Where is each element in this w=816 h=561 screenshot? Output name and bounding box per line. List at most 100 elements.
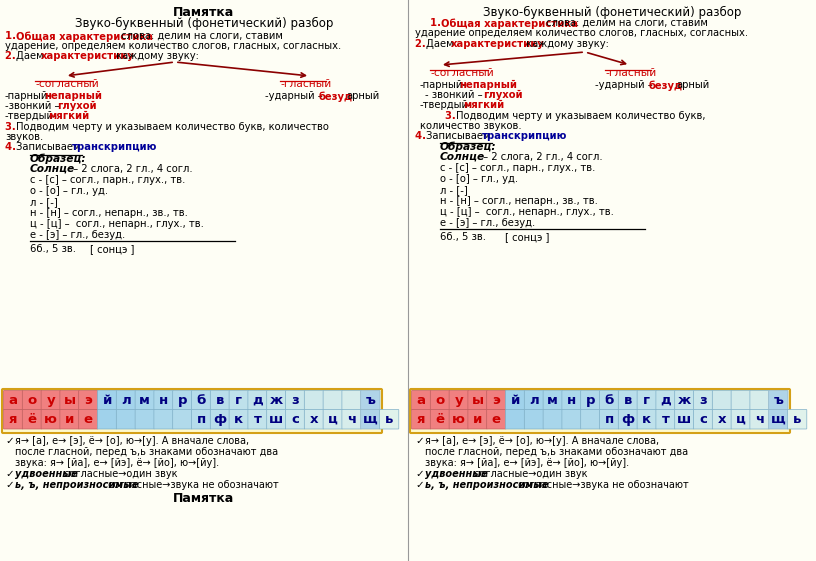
Text: в: в bbox=[215, 394, 224, 407]
FancyBboxPatch shape bbox=[449, 390, 468, 410]
FancyBboxPatch shape bbox=[600, 410, 619, 429]
FancyBboxPatch shape bbox=[286, 410, 305, 429]
Text: -ударный –: -ударный – bbox=[265, 91, 326, 101]
Text: – 2 слога, 2 гл., 4 согл.: – 2 слога, 2 гл., 4 согл. bbox=[480, 152, 603, 162]
Text: Даем: Даем bbox=[16, 51, 47, 61]
FancyBboxPatch shape bbox=[750, 390, 769, 410]
Text: ч: ч bbox=[347, 413, 356, 426]
Text: Звуко-буквенный (фонетический) разбор: Звуко-буквенный (фонетический) разбор bbox=[75, 17, 333, 30]
FancyBboxPatch shape bbox=[581, 410, 600, 429]
Text: м: м bbox=[140, 394, 150, 407]
Text: 3.: 3. bbox=[445, 111, 459, 121]
Text: Образец:: Образец: bbox=[30, 153, 86, 163]
Text: [ сонцэ ]: [ сонцэ ] bbox=[90, 244, 135, 254]
FancyBboxPatch shape bbox=[3, 390, 23, 410]
Text: ь, ъ, непроизносимые: ь, ъ, непроизносимые bbox=[425, 480, 548, 490]
Text: я→ [а], е→ [э], ё→ [о], ю→[у]. А вначале слова,: я→ [а], е→ [э], ё→ [о], ю→[у]. А вначале… bbox=[15, 436, 249, 446]
Text: б: б bbox=[605, 394, 614, 407]
FancyBboxPatch shape bbox=[505, 410, 525, 429]
Text: Даем: Даем bbox=[426, 39, 457, 49]
Text: каждому звуку:: каждому звуку: bbox=[523, 39, 609, 49]
Text: -звонкий –: -звонкий – bbox=[5, 101, 63, 111]
Text: у: у bbox=[47, 394, 55, 407]
Text: т: т bbox=[662, 413, 669, 426]
Text: -согласный: -согласный bbox=[35, 79, 99, 89]
FancyBboxPatch shape bbox=[410, 389, 790, 433]
FancyBboxPatch shape bbox=[173, 390, 192, 410]
FancyBboxPatch shape bbox=[562, 390, 581, 410]
Text: Звуко-буквенный (фонетический) разбор: Звуко-буквенный (фонетический) разбор bbox=[483, 6, 741, 19]
Text: удвоенные: удвоенные bbox=[425, 469, 488, 479]
Text: ф: ф bbox=[214, 413, 227, 426]
FancyBboxPatch shape bbox=[449, 410, 468, 429]
Text: ъ: ъ bbox=[774, 394, 783, 407]
Text: Образец:: Образец: bbox=[440, 141, 497, 151]
Text: н - [н] – согл., непарн., зв., тв.: н - [н] – согл., непарн., зв., тв. bbox=[440, 196, 598, 206]
Text: я: я bbox=[9, 413, 17, 426]
FancyBboxPatch shape bbox=[22, 410, 42, 429]
Text: х: х bbox=[718, 413, 726, 426]
Text: с: с bbox=[291, 413, 299, 426]
Text: -ударный –: -ударный – bbox=[595, 80, 656, 90]
Text: удвоенные: удвоенные bbox=[15, 469, 78, 479]
FancyBboxPatch shape bbox=[430, 390, 450, 410]
Text: з: з bbox=[699, 394, 707, 407]
Text: я→ [а], е→ [э], ё→ [о], ю→[у]. А вначале слова,: я→ [а], е→ [э], ё→ [о], ю→[у]. А вначале… bbox=[425, 436, 659, 446]
Text: о - [о] – гл., уд.: о - [о] – гл., уд. bbox=[30, 186, 109, 196]
Text: е: е bbox=[492, 413, 501, 426]
Text: л: л bbox=[529, 394, 539, 407]
FancyBboxPatch shape bbox=[286, 390, 305, 410]
Text: я: я bbox=[417, 413, 425, 426]
Text: ✓: ✓ bbox=[415, 436, 424, 446]
FancyBboxPatch shape bbox=[769, 410, 788, 429]
Text: д: д bbox=[660, 394, 671, 407]
FancyBboxPatch shape bbox=[229, 410, 248, 429]
Text: – 2 слога, 2 гл., 4 согл.: – 2 слога, 2 гл., 4 согл. bbox=[70, 164, 193, 174]
FancyBboxPatch shape bbox=[637, 410, 656, 429]
Text: в: в bbox=[623, 394, 632, 407]
Text: ш: ш bbox=[677, 413, 691, 426]
Text: .: . bbox=[137, 142, 140, 152]
Text: звука: я→ [йа], е→ [йэ], ё→ [йо], ю→[йу].: звука: я→ [йа], е→ [йэ], ё→ [йо], ю→[йу]… bbox=[15, 458, 220, 468]
Text: щ: щ bbox=[363, 413, 378, 426]
FancyBboxPatch shape bbox=[304, 390, 324, 410]
FancyBboxPatch shape bbox=[60, 410, 79, 429]
Text: ж: ж bbox=[678, 394, 691, 407]
FancyBboxPatch shape bbox=[248, 390, 267, 410]
FancyBboxPatch shape bbox=[211, 410, 229, 429]
Text: ✓: ✓ bbox=[5, 480, 14, 490]
Text: ш: ш bbox=[269, 413, 283, 426]
Text: - звонкий –: - звонкий – bbox=[425, 90, 486, 100]
Text: ц - [ц] –  согл., непарн., глух., тв.: ц - [ц] – согл., непарн., глух., тв. bbox=[440, 207, 614, 217]
Text: -парный-: -парный- bbox=[420, 80, 467, 90]
FancyBboxPatch shape bbox=[468, 390, 487, 410]
Text: согласные→один звук: согласные→один звук bbox=[61, 469, 178, 479]
Text: й: й bbox=[103, 394, 112, 407]
FancyBboxPatch shape bbox=[60, 390, 79, 410]
Text: к: к bbox=[234, 413, 243, 426]
Text: ы: ы bbox=[472, 394, 484, 407]
FancyBboxPatch shape bbox=[248, 410, 267, 429]
Text: ✓: ✓ bbox=[415, 480, 424, 490]
FancyBboxPatch shape bbox=[342, 390, 361, 410]
Text: ъ: ъ bbox=[366, 394, 375, 407]
FancyBboxPatch shape bbox=[342, 410, 361, 429]
Text: ✓: ✓ bbox=[5, 469, 14, 479]
Text: с: с bbox=[699, 413, 707, 426]
FancyBboxPatch shape bbox=[361, 390, 380, 410]
Text: слова: делим на слоги, ставим: слова: делим на слоги, ставим bbox=[118, 31, 283, 41]
Text: ь, ъ, непроизносимые: ь, ъ, непроизносимые bbox=[15, 480, 139, 490]
Text: 2.: 2. bbox=[5, 51, 20, 61]
FancyBboxPatch shape bbox=[323, 410, 343, 429]
Text: щ: щ bbox=[771, 413, 786, 426]
Text: -гласный: -гласный bbox=[280, 79, 331, 89]
Text: после гласной, перед ъ,ь знаками обозначают два: после гласной, перед ъ,ь знаками обознач… bbox=[15, 447, 278, 457]
FancyBboxPatch shape bbox=[135, 410, 154, 429]
FancyBboxPatch shape bbox=[712, 390, 732, 410]
Text: количество звуков.: количество звуков. bbox=[420, 121, 521, 131]
Text: й: й bbox=[511, 394, 520, 407]
Text: л: л bbox=[121, 394, 131, 407]
FancyBboxPatch shape bbox=[267, 390, 286, 410]
Text: т: т bbox=[254, 413, 261, 426]
FancyBboxPatch shape bbox=[694, 390, 713, 410]
